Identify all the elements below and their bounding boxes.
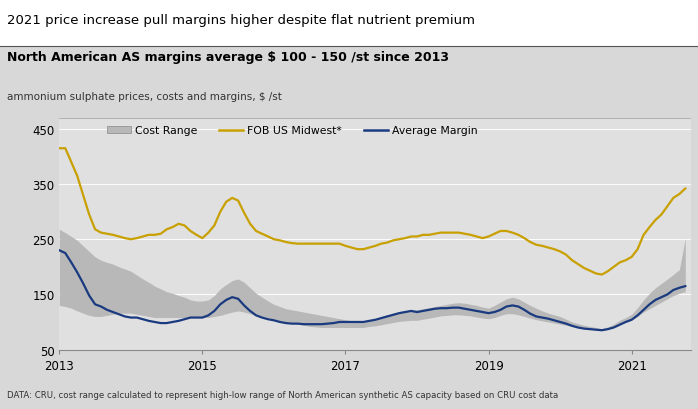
Text: North American AS margins average $ 100 - 150 /st since 2013: North American AS margins average $ 100 … bbox=[7, 51, 449, 64]
Legend: Cost Range, FOB US Midwest*, Average Margin: Cost Range, FOB US Midwest*, Average Mar… bbox=[103, 122, 482, 140]
Text: 2021 price increase pull margins higher despite flat nutrient premium: 2021 price increase pull margins higher … bbox=[7, 14, 475, 27]
Text: ammonium sulphate prices, costs and margins, $ /st: ammonium sulphate prices, costs and marg… bbox=[7, 92, 282, 102]
Bar bbox=[0, 0, 698, 47]
Text: DATA: CRU, cost range calculated to represent high-low range of North American s: DATA: CRU, cost range calculated to repr… bbox=[7, 390, 558, 399]
